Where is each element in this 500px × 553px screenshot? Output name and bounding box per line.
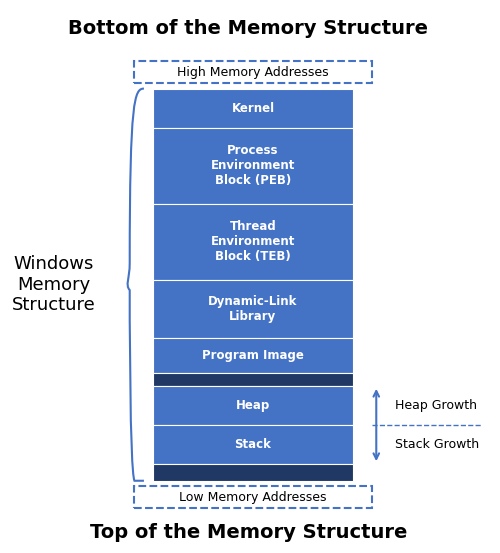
Text: Dynamic-Link
Library: Dynamic-Link Library (208, 295, 298, 323)
FancyBboxPatch shape (154, 128, 352, 204)
FancyBboxPatch shape (154, 338, 352, 373)
Text: Bottom of the Memory Structure: Bottom of the Memory Structure (68, 19, 428, 38)
Text: High Memory Addresses: High Memory Addresses (177, 66, 329, 79)
FancyBboxPatch shape (154, 373, 352, 386)
Text: Top of the Memory Structure: Top of the Memory Structure (90, 523, 407, 542)
FancyBboxPatch shape (154, 425, 352, 464)
FancyBboxPatch shape (154, 464, 352, 481)
Text: Heap: Heap (236, 399, 270, 412)
Text: Heap Growth: Heap Growth (395, 399, 477, 412)
FancyBboxPatch shape (154, 280, 352, 338)
Text: Process
Environment
Block (PEB): Process Environment Block (PEB) (211, 144, 295, 187)
Text: Low Memory Addresses: Low Memory Addresses (179, 491, 326, 504)
FancyBboxPatch shape (154, 386, 352, 425)
Text: Program Image: Program Image (202, 349, 304, 362)
FancyBboxPatch shape (154, 88, 352, 128)
Text: Windows
Memory
Structure: Windows Memory Structure (12, 255, 96, 315)
Text: Stack: Stack (234, 438, 272, 451)
Text: Kernel: Kernel (232, 102, 274, 114)
Text: Thread
Environment
Block (TEB): Thread Environment Block (TEB) (211, 221, 295, 263)
Text: Stack Growth: Stack Growth (395, 438, 479, 451)
FancyBboxPatch shape (154, 204, 352, 280)
